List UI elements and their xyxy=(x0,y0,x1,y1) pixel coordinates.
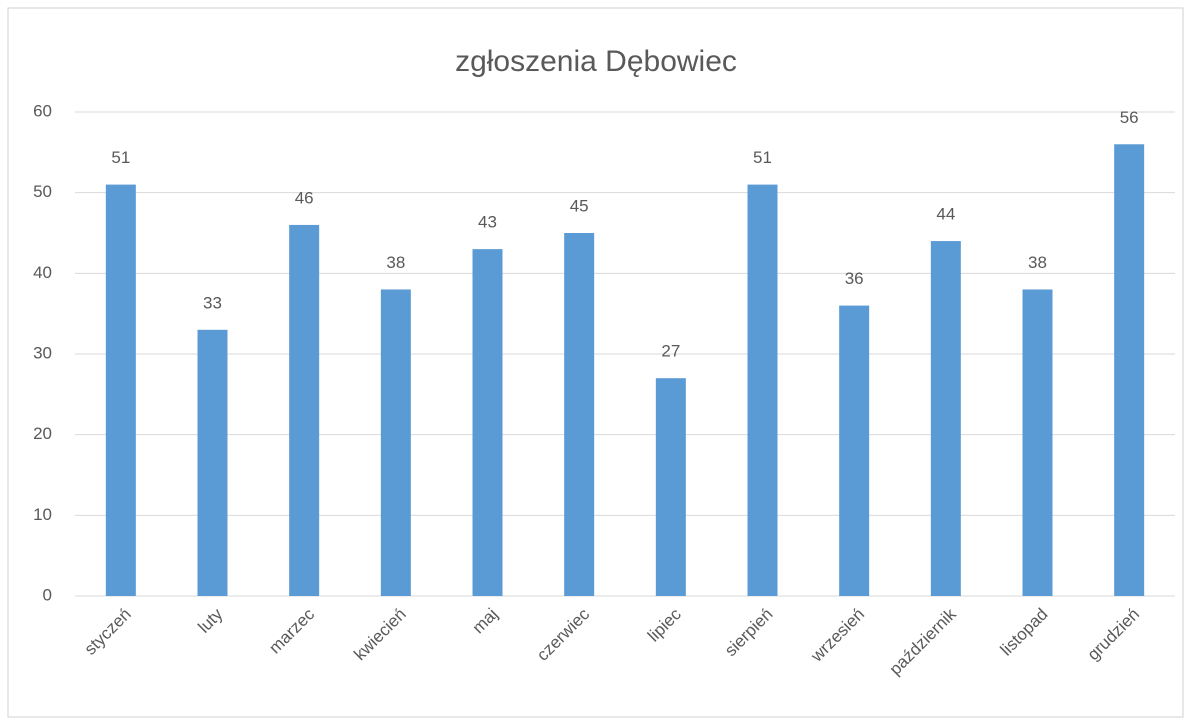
bar xyxy=(197,329,228,596)
y-tick-label: 20 xyxy=(33,424,52,443)
data-label: 38 xyxy=(386,253,405,272)
bar xyxy=(930,241,961,597)
y-tick-label: 60 xyxy=(33,101,52,120)
data-label: 51 xyxy=(111,148,130,167)
chart-border xyxy=(7,7,1184,718)
bar xyxy=(472,249,503,596)
bar xyxy=(105,184,136,596)
data-label: 44 xyxy=(936,205,955,224)
data-label: 51 xyxy=(753,148,772,167)
y-tick-label: 0 xyxy=(43,585,52,604)
y-tick-label: 40 xyxy=(33,263,52,282)
y-tick-label: 50 xyxy=(33,182,52,201)
bar xyxy=(747,184,778,596)
bar xyxy=(564,233,595,596)
data-label: 46 xyxy=(295,188,314,207)
data-label: 56 xyxy=(1120,108,1139,127)
bar xyxy=(1114,144,1145,596)
data-label: 27 xyxy=(661,342,680,361)
y-tick-label: 10 xyxy=(33,505,52,524)
data-label: 33 xyxy=(203,293,222,312)
bar xyxy=(289,224,320,596)
data-label: 38 xyxy=(1028,253,1047,272)
chart-title: zgłoszenia Dębowiec xyxy=(455,45,737,78)
bar xyxy=(655,378,686,596)
data-label: 45 xyxy=(570,196,589,215)
data-label: 36 xyxy=(845,269,864,288)
bar xyxy=(839,305,870,596)
bar xyxy=(1022,289,1053,596)
y-tick-label: 30 xyxy=(33,343,52,362)
data-label: 43 xyxy=(478,213,497,232)
bar xyxy=(380,289,411,596)
